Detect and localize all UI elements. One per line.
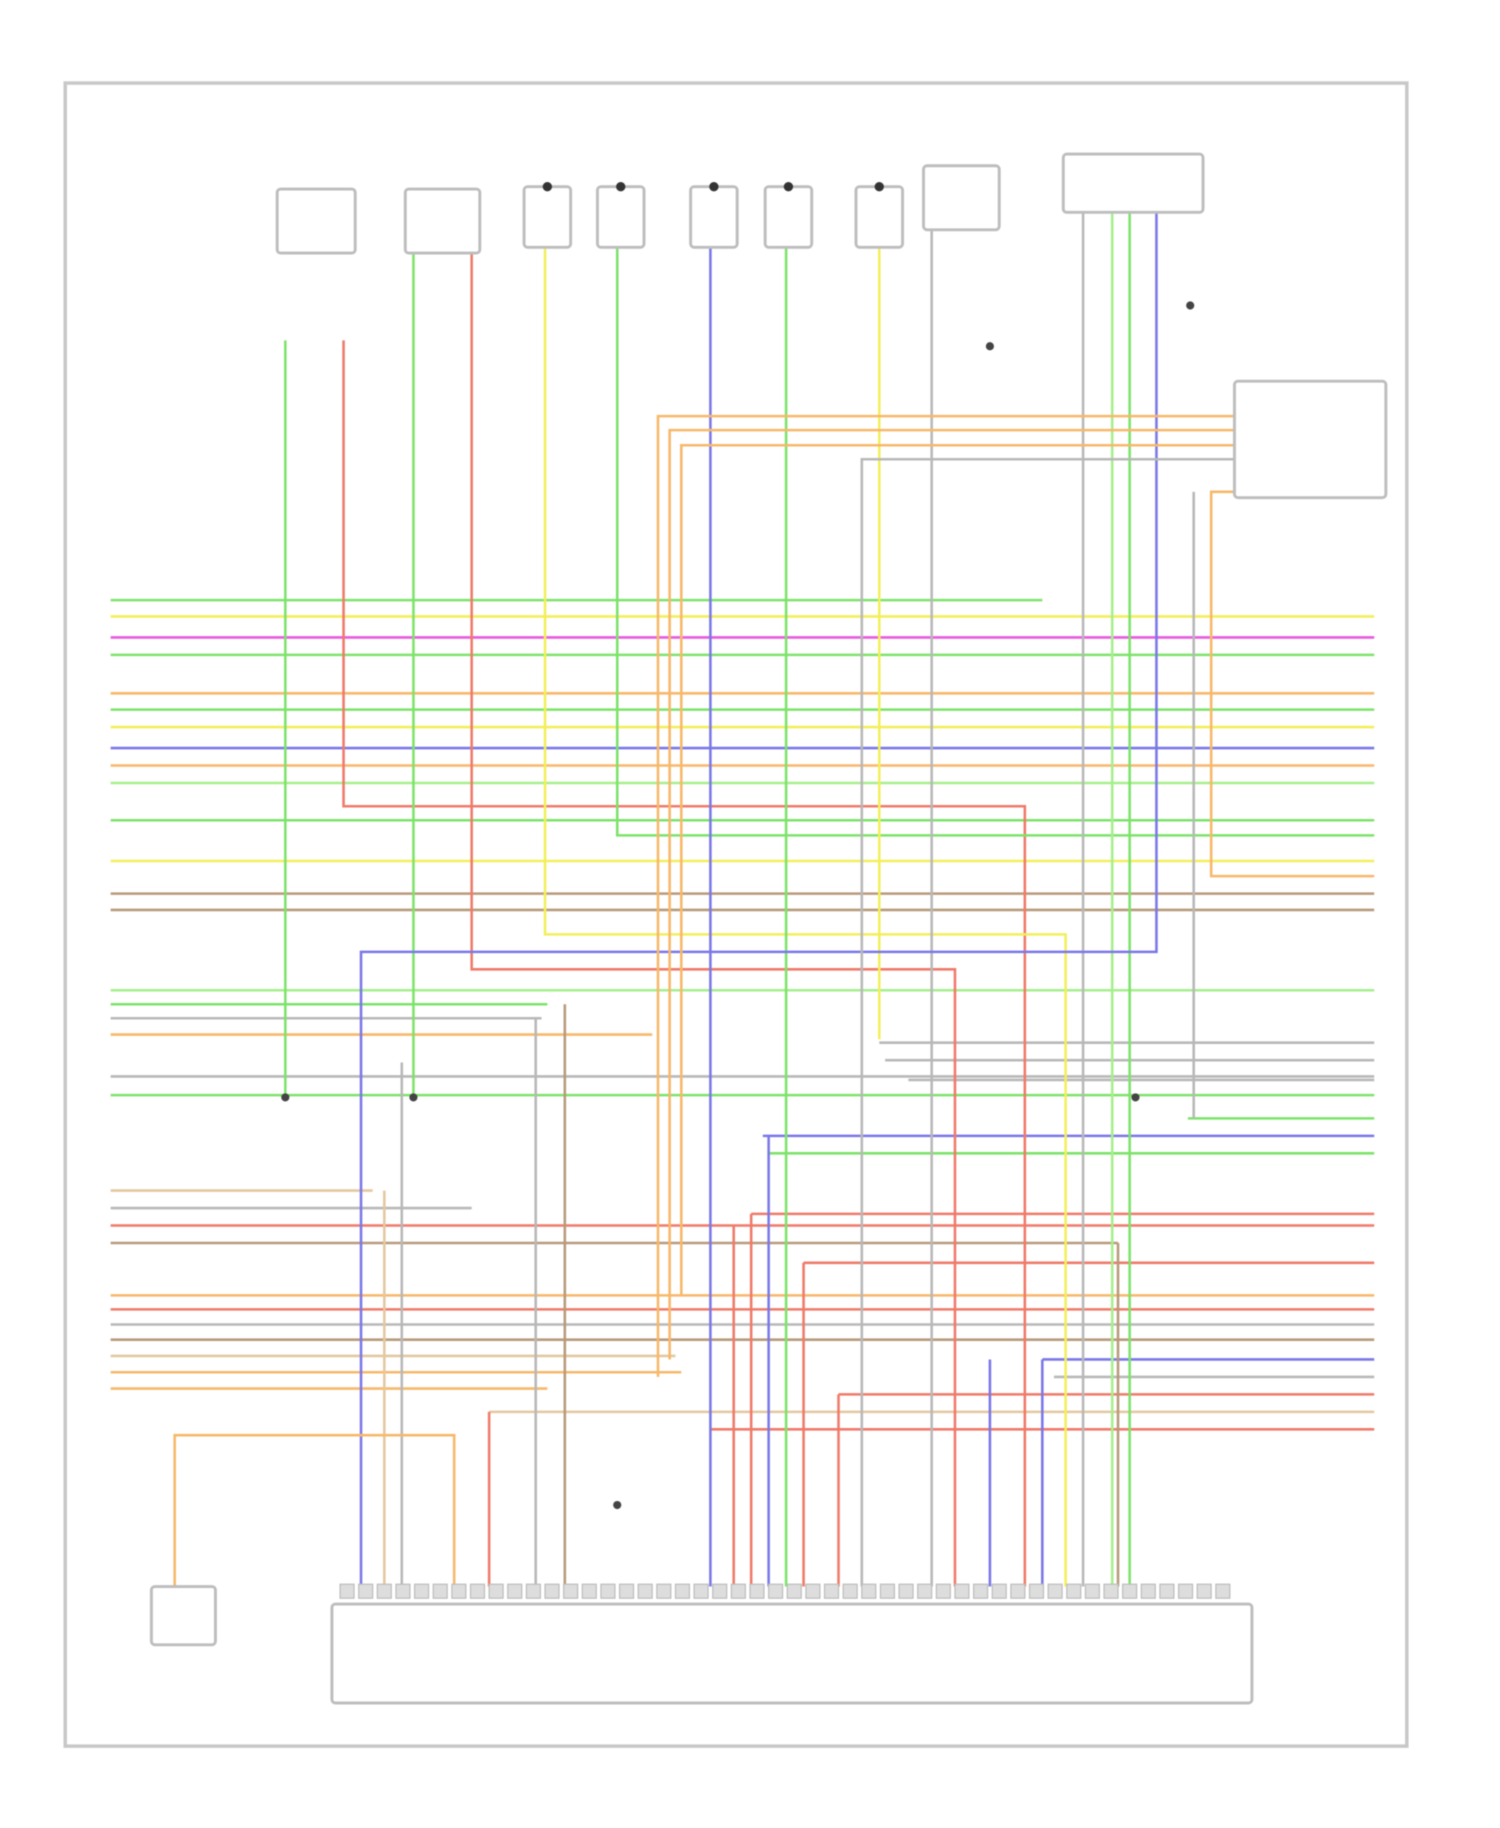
ecm-pin [339,1583,355,1599]
ecm-pin [1047,1583,1063,1599]
ecm-pin [414,1583,430,1599]
ecm-pin [488,1583,504,1599]
ecm-pin [358,1583,374,1599]
terminal-dot [783,182,794,192]
connector-right [1233,379,1388,500]
routed-wire [1209,490,1375,878]
ecm-pin [786,1583,802,1599]
sensor-1 [275,187,357,255]
ecm-pin [1066,1583,1082,1599]
injector-3 [689,185,739,249]
routed-wire [656,414,1235,1377]
terminal-dot [874,182,884,192]
ecm-pin [768,1583,784,1599]
routed-wire [680,443,1235,1296]
ecm-pin [1215,1583,1231,1599]
junction-dot [1186,301,1195,310]
ecm-pin [1140,1583,1156,1599]
ecm-pin [1103,1583,1119,1599]
routed-wire [543,247,1067,1587]
ecm-pin [973,1583,989,1599]
routed-wire [668,428,1235,1360]
ecm-pin [991,1583,1007,1599]
ecm-pin [600,1583,616,1599]
ecm-pin [618,1583,635,1599]
ecm-pin [823,1583,840,1599]
ecm-pin [637,1583,653,1599]
ecm-pin [712,1583,728,1599]
ecm-pin [1159,1583,1175,1599]
injector-4 [763,185,814,249]
routed-wire [173,1433,456,1587]
ecm-pin [1196,1583,1212,1599]
ecm-pin [674,1583,691,1599]
injector-5 [854,185,905,249]
terminal-dot [542,182,553,192]
ecm-pin [525,1583,541,1599]
ecm-pin [898,1583,914,1599]
ecm-pin [693,1583,709,1599]
module-a [922,164,1001,232]
ecm-pin [935,1583,951,1599]
ecm-pin [954,1583,970,1599]
diagram-frame [63,81,1409,1748]
ecm-pin [879,1583,895,1599]
sensor-2 [403,187,482,255]
routed-wire [359,212,1158,1587]
routed-wire [470,253,957,1587]
ecm-pin [507,1583,523,1599]
routed-wire [860,457,1235,1587]
ecm-pin [861,1583,877,1599]
ecm-pin [581,1583,597,1599]
ecm-pin [1084,1583,1100,1599]
ecm-pin [805,1583,821,1599]
routed-wire [342,340,1027,1587]
ecm-pin [432,1583,448,1599]
ecm-pin [1122,1583,1138,1599]
ecm-pin [749,1583,765,1599]
terminal-dot [709,182,719,192]
injector-2 [595,185,646,249]
ecm-pin [656,1583,672,1599]
components [149,152,1388,1705]
ecm-pin [917,1583,933,1599]
wires [110,212,1375,1587]
ecm-pin [1010,1583,1026,1599]
ecm-pin [544,1583,560,1599]
switch [149,1585,217,1647]
ecm-pin [376,1583,392,1599]
junction-dot [1131,1093,1140,1102]
ecm-pin [842,1583,858,1599]
routed-wire [615,247,1375,837]
ecm-pin [395,1583,411,1599]
ecm-pin [451,1583,467,1599]
module-b [1061,152,1205,214]
injector-1 [522,185,573,249]
junction-dot [985,342,994,351]
junction-dot [613,1500,622,1510]
junction-dot [281,1093,290,1102]
junction-dot [409,1093,418,1102]
terminal-dot [616,182,626,192]
ecm-pin [1028,1583,1045,1599]
ecm-pin [469,1583,486,1599]
ecm-pin [730,1583,746,1599]
ecm-pin [1177,1583,1194,1599]
ecm [330,1602,1254,1705]
ecm-pin [563,1583,579,1599]
